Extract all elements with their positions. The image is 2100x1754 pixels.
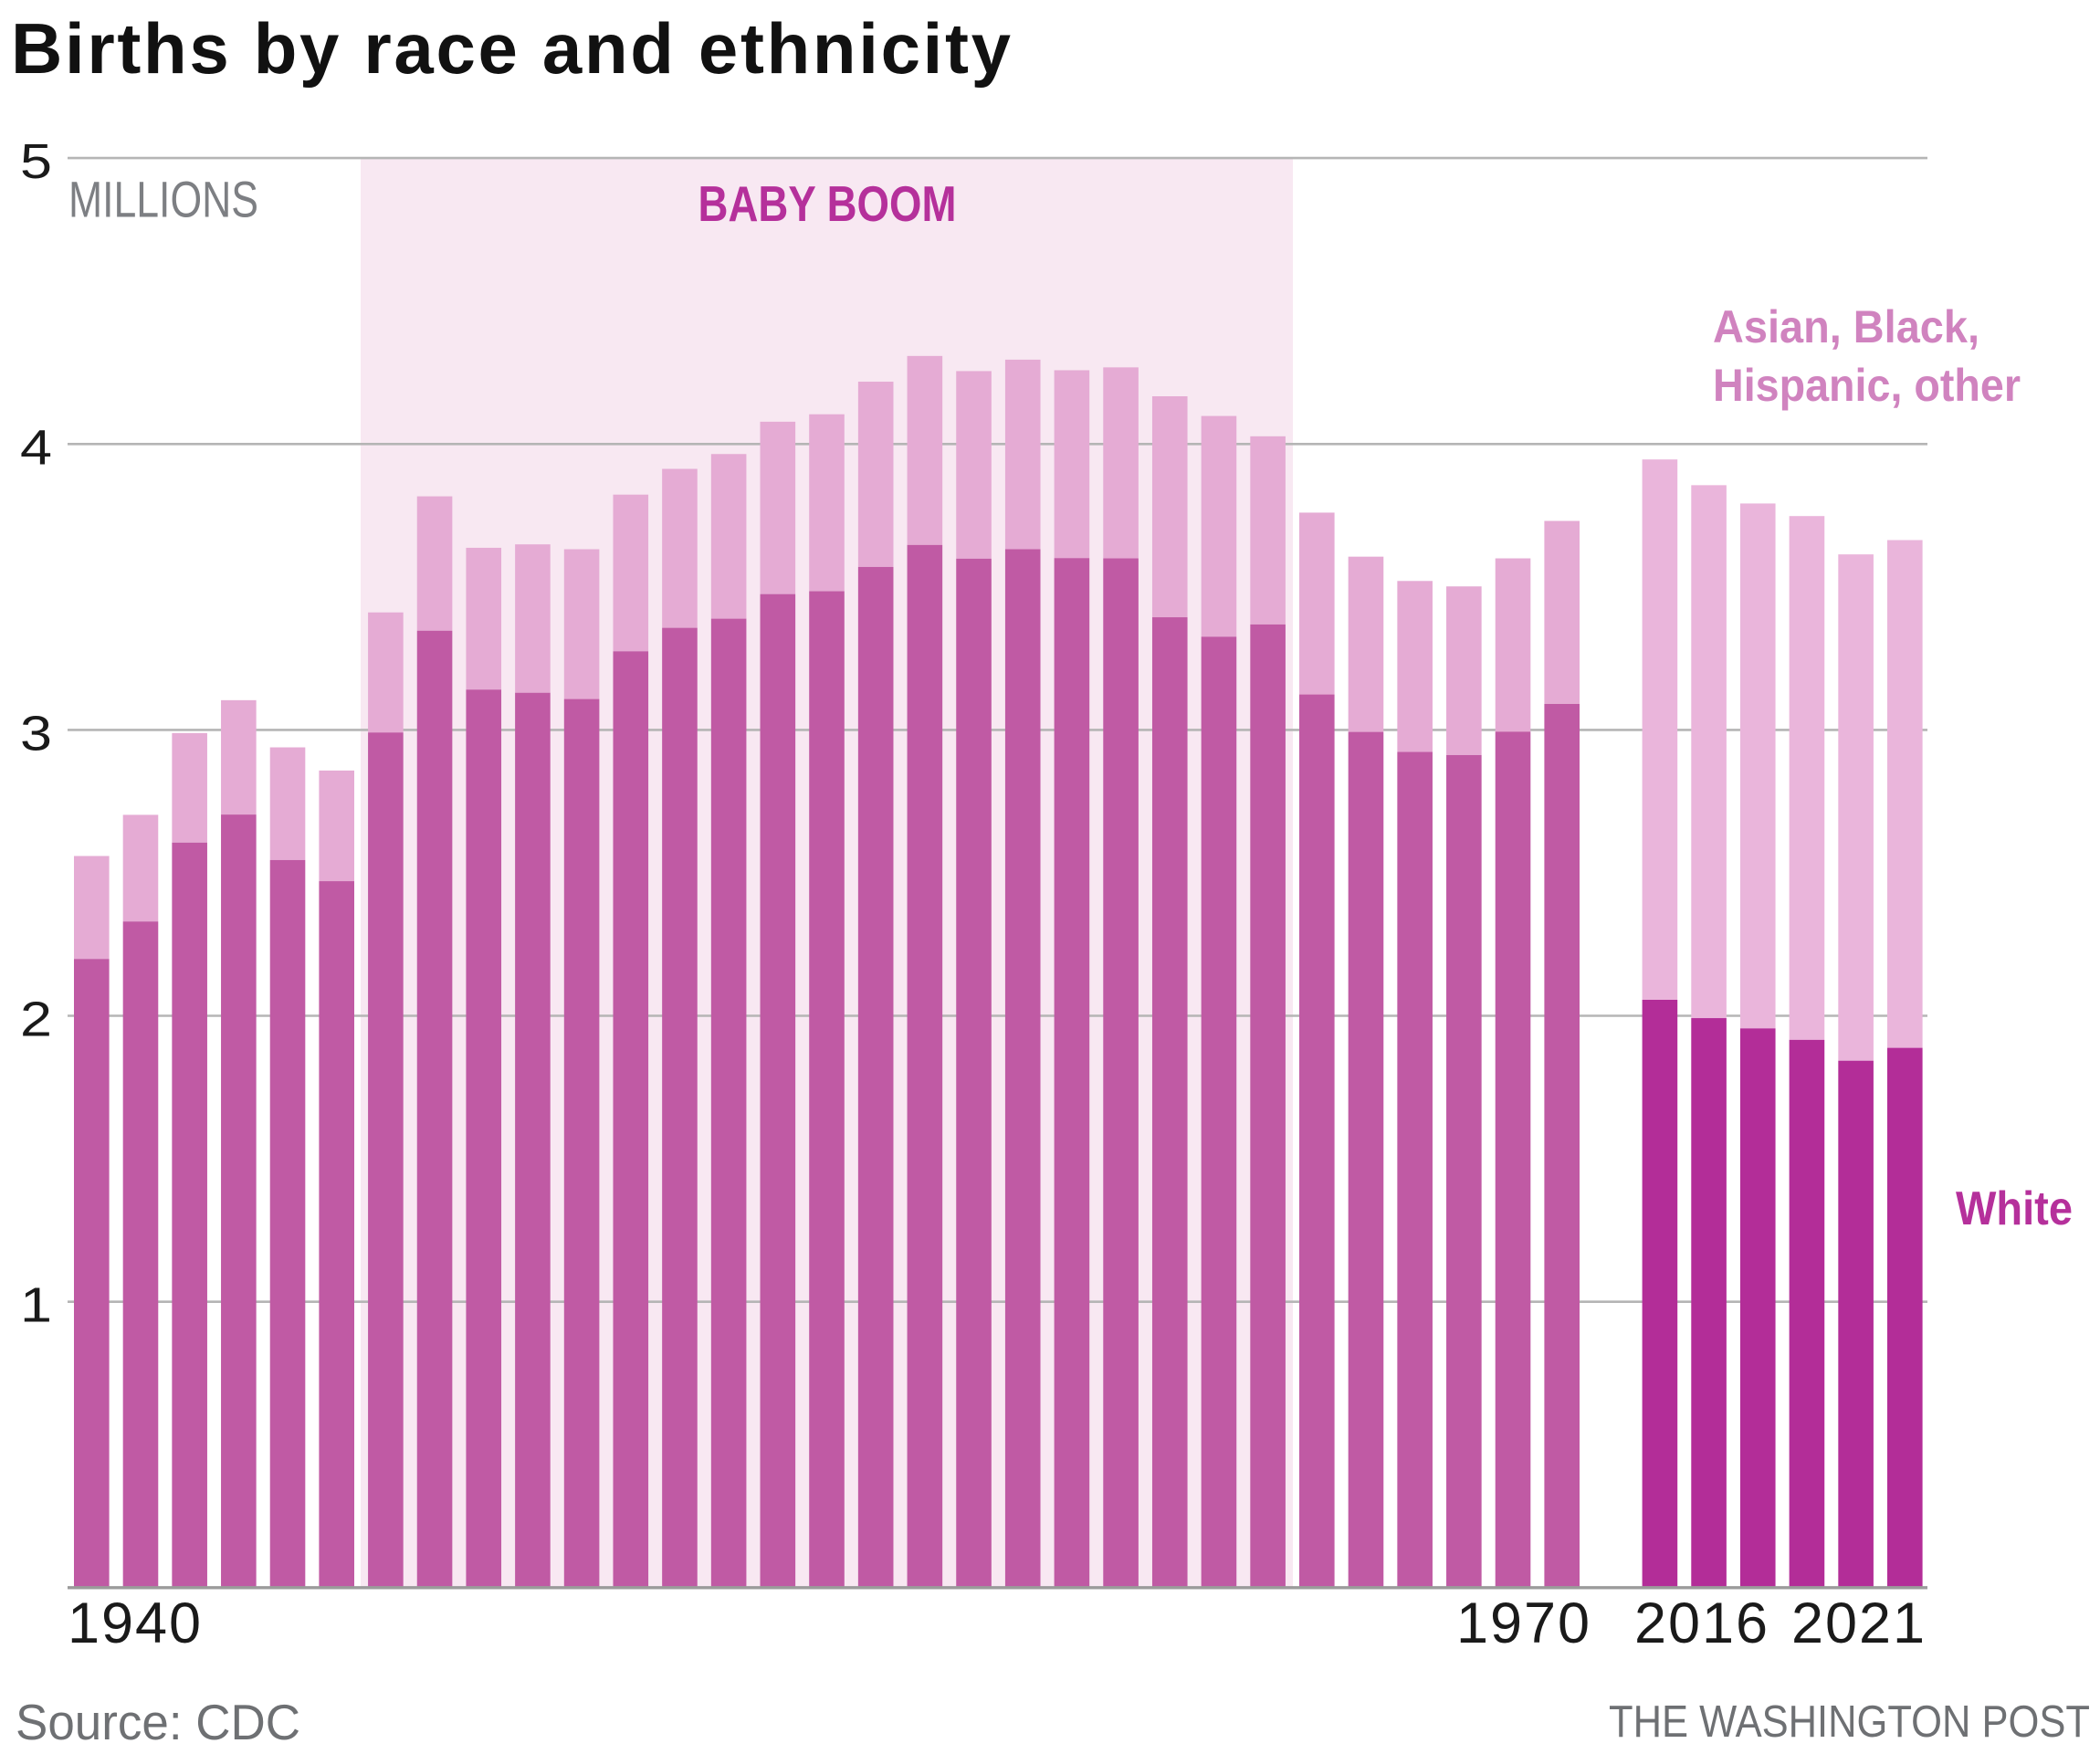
svg-text:3: 3 bbox=[20, 706, 52, 761]
svg-text:Hispanic, other: Hispanic, other bbox=[1713, 360, 2021, 411]
svg-text:BABY BOOM: BABY BOOM bbox=[698, 175, 957, 232]
svg-text:1970: 1970 bbox=[1456, 1591, 1590, 1655]
svg-text:1: 1 bbox=[20, 1278, 52, 1333]
svg-text:2: 2 bbox=[20, 993, 52, 1047]
svg-text:5: 5 bbox=[20, 134, 52, 189]
svg-text:Asian, Black,: Asian, Black, bbox=[1713, 301, 1979, 352]
svg-text:2021: 2021 bbox=[1791, 1591, 1925, 1655]
svg-text:White: White bbox=[1956, 1182, 2073, 1235]
svg-text:2016: 2016 bbox=[1634, 1591, 1768, 1655]
svg-text:Births by race and ethnicity: Births by race and ethnicity bbox=[11, 8, 1011, 89]
svg-text:1940: 1940 bbox=[68, 1591, 201, 1655]
svg-text:Source: CDC: Source: CDC bbox=[16, 1694, 300, 1750]
svg-text:MILLIONS: MILLIONS bbox=[68, 171, 258, 228]
svg-text:4: 4 bbox=[20, 420, 52, 475]
svg-text:THE WASHINGTON POST: THE WASHINGTON POST bbox=[1609, 1697, 2090, 1747]
